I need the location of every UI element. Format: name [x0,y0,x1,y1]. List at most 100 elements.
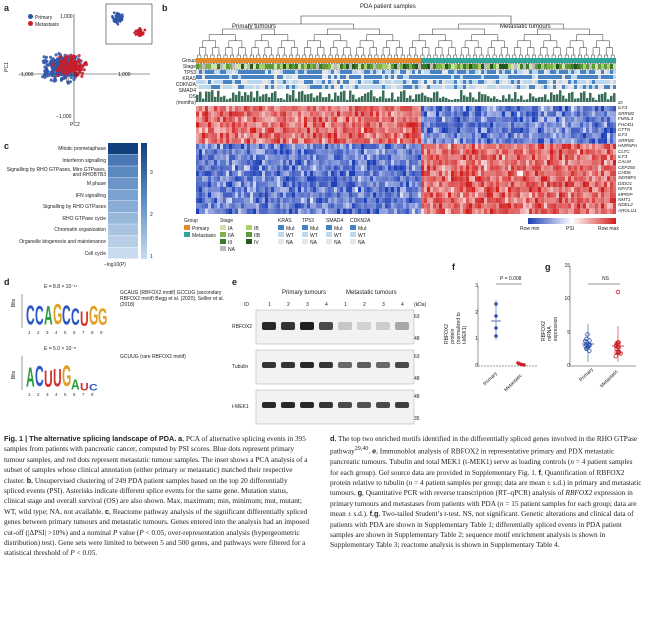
heatmap-cell [607,203,610,209]
heatmap-cell [268,160,271,166]
heatmap-cell [535,197,538,204]
heatmap-cell [322,127,325,133]
track-bar-os [316,95,319,102]
heatmap-cell [421,143,424,150]
heatmap-cell [610,203,613,209]
blot-kda: 35 [414,416,420,422]
track-cell-stage [550,64,553,69]
track-cell-stage [277,64,280,69]
heatmap-cell [244,160,247,166]
logo-position: 8 [91,330,94,335]
heatmap-cell [319,160,322,166]
heatmap-cell [355,133,358,139]
heatmap-cell [250,197,253,204]
heatmap-cell [394,143,397,150]
heatmap-cell [424,138,427,144]
heatmap-cell [412,203,415,209]
inset-point-primary [115,17,118,20]
heatmap-cell [226,154,229,160]
track-cell-cdkn2a [430,80,433,84]
pca-point-metastasis [78,58,82,63]
heatmap-cell [538,149,541,155]
heatmap-row-label: CTTN [618,126,631,132]
heatmap-cell [502,192,505,198]
heatmap-cell [406,106,409,112]
heatmap-cell [499,203,502,209]
heatmap-cell [211,165,214,171]
heatmap-cell [421,133,424,139]
track-cell-kras [580,75,583,79]
heatmap-cell [346,122,349,128]
heatmap-cell [244,138,247,144]
heatmap-cell [502,203,505,209]
pca-point-primary [42,55,46,59]
heatmap-cell [406,187,409,193]
heatmap-cell [409,149,412,155]
heatmap-cell [475,208,478,214]
heatmap-cell [364,192,367,198]
heatmap-cell [598,192,601,198]
heatmap-cell [439,203,442,209]
legend-mutation-item: NA [326,239,342,246]
track-cell-group [511,58,514,63]
track-cell-stage [439,64,442,69]
heatmap-row-label: ID [618,100,623,105]
track-bar-os [610,95,613,102]
heatmap-cell [286,208,289,214]
heatmap-cell [316,106,319,112]
heatmap-cell [205,203,208,209]
mrna-dot-plot [569,266,636,367]
heatmap-cell [484,133,487,139]
heatmap-cell [229,143,232,150]
heatmap-cell [337,116,340,123]
heatmap-cell [268,192,271,198]
track-cell-tp53 [475,70,478,74]
heatmap-cell [532,170,535,177]
heatmap-cell [235,154,238,160]
track-cell-kras [574,75,577,79]
track-bar-os [226,99,229,102]
track-cell-stage [382,64,385,69]
heatmap-cell [358,192,361,198]
heatmap-cell [583,170,586,177]
track-cell-smad4 [553,85,556,89]
heatmap-cell [439,133,442,139]
heatmap-cell [361,127,364,133]
heatmap-cell [229,203,232,209]
heatmap-cell [595,181,598,187]
heatmap-cell [451,127,454,133]
track-cell-smad4 [556,85,559,89]
heatmap-cell [202,187,205,193]
heatmap-cell [235,160,238,166]
heatmap-cell [271,133,274,139]
heatmap-cell [277,170,280,177]
heatmap-cell [514,165,517,171]
dendrogram-branch [438,40,453,48]
track-cell-cdkn2a [313,80,316,84]
heatmap-cell [289,111,292,117]
heatmap-cell [337,203,340,209]
heatmap-cell [553,106,556,112]
dendrogram-branch [553,47,561,55]
heatmap-cell [529,203,532,209]
heatmap-cell [454,133,457,139]
heatmap-cell [388,203,391,209]
heatmap-cell [313,149,316,155]
heatmap-cell [436,208,439,214]
heatmap-cell [268,181,271,187]
track-cell-cdkn2a [481,80,484,84]
heatmap-cell [505,192,508,198]
track-cell-group [202,58,205,63]
heatmap-cell [391,106,394,112]
heatmap-cell [580,116,583,123]
heatmap-cell [250,122,253,128]
heatmap-cell [322,176,325,182]
track-bar-os [274,91,277,102]
heatmap-cell [493,143,496,150]
track-cell-kras [376,75,379,79]
heatmap-cell [502,127,505,133]
heatmap-cell [355,138,358,144]
heatmap-cell [370,181,373,187]
track-cell-tp53 [397,70,400,74]
heatmap-cell [253,203,256,209]
